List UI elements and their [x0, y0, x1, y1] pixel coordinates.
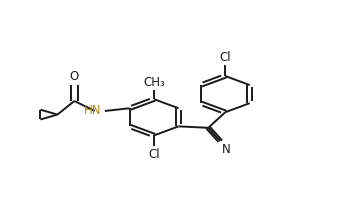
Text: N: N	[222, 143, 231, 157]
Text: Cl: Cl	[148, 148, 160, 161]
Text: HN: HN	[84, 104, 101, 118]
Text: O: O	[70, 70, 79, 83]
Text: CH₃: CH₃	[143, 76, 165, 89]
Text: Cl: Cl	[220, 51, 231, 64]
